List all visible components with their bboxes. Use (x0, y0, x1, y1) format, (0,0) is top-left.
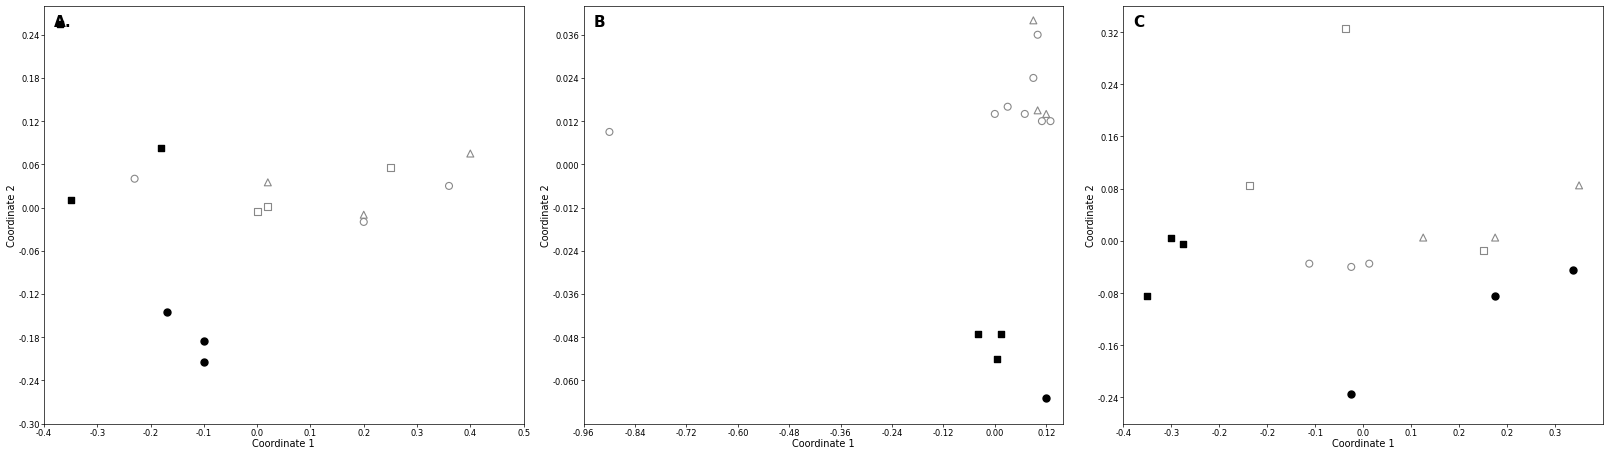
Point (47, 21, 72, 29)
Point (1483, 293, 1509, 300)
Point (1338, 391, 1364, 398)
X-axis label: Coordinate 1: Coordinate 1 (253, 438, 316, 448)
Y-axis label: Coordinate 2: Coordinate 2 (1087, 184, 1096, 247)
Point (351, 219, 377, 226)
Point (1034, 395, 1059, 402)
Point (1410, 234, 1436, 242)
Point (1470, 248, 1496, 255)
Point (1021, 18, 1046, 25)
Point (457, 151, 483, 158)
Point (1021, 75, 1046, 82)
Point (1338, 264, 1364, 271)
Text: A.: A. (53, 15, 71, 30)
Point (1029, 118, 1055, 126)
Text: B: B (594, 15, 605, 30)
Point (122, 176, 148, 183)
Point (1170, 241, 1196, 248)
Point (597, 129, 623, 136)
Point (1333, 26, 1359, 33)
Y-axis label: Coordinate 2: Coordinate 2 (541, 184, 551, 247)
Point (1024, 107, 1050, 115)
X-axis label: Coordinate 1: Coordinate 1 (1331, 438, 1394, 448)
Point (1013, 111, 1038, 118)
Point (192, 359, 217, 366)
Point (989, 330, 1014, 338)
Point (1159, 234, 1185, 242)
Point (254, 179, 280, 187)
Point (377, 165, 402, 172)
Point (192, 337, 217, 344)
Point (1024, 32, 1050, 39)
Point (984, 355, 1009, 363)
Point (245, 208, 270, 215)
Point (1356, 260, 1381, 268)
Point (1236, 182, 1262, 190)
Point (1296, 260, 1322, 268)
Point (254, 203, 280, 210)
Point (58, 197, 84, 204)
Point (436, 183, 462, 190)
Point (153, 308, 179, 316)
Point (982, 111, 1008, 118)
Point (1034, 111, 1059, 118)
Point (148, 145, 174, 152)
Point (1567, 182, 1592, 190)
Point (964, 330, 990, 338)
Point (1483, 234, 1509, 242)
X-axis label: Coordinate 1: Coordinate 1 (792, 438, 855, 448)
Point (1037, 118, 1063, 126)
Text: C: C (1133, 15, 1145, 30)
Point (1560, 267, 1586, 274)
Point (351, 212, 377, 219)
Point (1135, 293, 1161, 300)
Y-axis label: Coordinate 2: Coordinate 2 (6, 184, 18, 247)
Point (995, 104, 1021, 111)
